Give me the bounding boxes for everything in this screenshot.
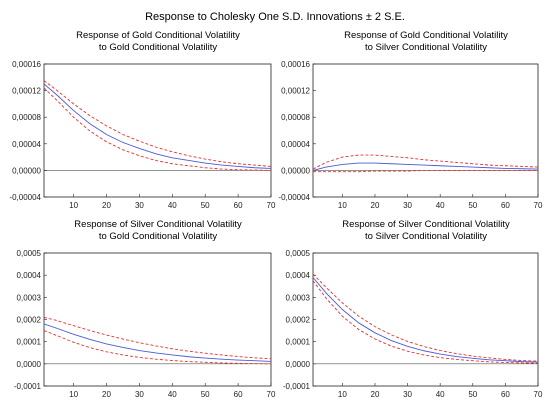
y-tick-label: 0,0005 [17, 249, 42, 258]
plot-frame [43, 252, 272, 387]
y-tick-label: 0,0004 [17, 271, 42, 280]
y-tick-label: 0,00004 [12, 140, 41, 149]
x-tick-label: 60 [234, 201, 243, 210]
lower-band-line [43, 330, 272, 365]
x-tick-label: 30 [403, 201, 412, 210]
response-line [43, 83, 272, 169]
lower-band-line [313, 169, 538, 173]
x-tick-label: 40 [168, 390, 177, 399]
x-tick-label: 10 [338, 201, 347, 210]
x-tick-label: 70 [267, 390, 276, 399]
upper-band-line [43, 316, 272, 360]
panel-title-line2: to Silver Conditional Volatility [365, 231, 487, 242]
x-tick-label: 40 [168, 201, 177, 210]
y-tick-label: 0,00016 [12, 60, 41, 69]
response-line [312, 162, 539, 171]
panel-title-line2: to Silver Conditional Volatility [365, 42, 487, 53]
y-tick-label: 0,0003 [286, 293, 311, 302]
upper-band-line [312, 273, 539, 362]
x-tick-label: 50 [201, 201, 210, 210]
panel-title-line1: Response of Gold Conditional Volatility [76, 30, 240, 41]
x-tick-label: 10 [69, 390, 78, 399]
y-tick-label: 0,0002 [17, 316, 42, 325]
y-tick-label: 0,00008 [12, 113, 41, 122]
y-tick-label: 0,00000 [12, 166, 41, 175]
x-tick-label: 70 [267, 201, 276, 210]
x-tick-label: 30 [135, 390, 144, 399]
y-tick-label: 0,00000 [281, 166, 310, 175]
y-tick-label: -0,00004 [9, 193, 41, 202]
y-tick-label: 0,0002 [286, 316, 311, 325]
y-tick-label: -0,0001 [283, 382, 311, 391]
x-tick-label: 10 [69, 201, 78, 210]
y-tick-label: 0,00004 [281, 140, 310, 149]
panel-title-line1: Response of Silver Conditional Volatilit… [342, 219, 510, 230]
y-tick-label: 0,00008 [281, 113, 310, 122]
y-tick-label: 0,0005 [286, 249, 311, 258]
x-tick-label: 30 [135, 201, 144, 210]
x-tick-label: 20 [371, 390, 380, 399]
lower-band-line [312, 280, 539, 364]
x-tick-label: 10 [338, 390, 347, 399]
y-tick-label: -0,00004 [278, 193, 310, 202]
figure-title: Response to Cholesky One S.D. Innovation… [145, 11, 405, 23]
lower-band-line [43, 87, 272, 171]
x-tick-label: 20 [102, 390, 111, 399]
y-tick-label: 0,00016 [281, 60, 310, 69]
y-tick-label: 0,0001 [17, 338, 42, 347]
x-tick-label: 60 [501, 201, 510, 210]
y-tick-label: 0,0000 [17, 360, 42, 369]
panel-title-line2: to Gold Conditional Volatility [99, 231, 218, 242]
upper-band-line [312, 154, 539, 170]
x-tick-label: 30 [403, 390, 412, 399]
plot-frame [43, 63, 272, 198]
y-tick-label: 0,00012 [12, 87, 41, 96]
y-tick-label: 0,0003 [17, 293, 42, 302]
x-tick-label: 50 [468, 201, 477, 210]
response-line [43, 323, 272, 362]
x-tick-label: 40 [436, 201, 445, 210]
x-tick-label: 40 [436, 390, 445, 399]
panel-title-line1: Response of Silver Conditional Volatilit… [74, 219, 242, 230]
x-tick-label: 70 [534, 201, 543, 210]
upper-band-line [43, 80, 272, 167]
x-tick-label: 20 [371, 201, 380, 210]
x-tick-label: 70 [534, 390, 543, 399]
x-tick-label: 50 [201, 390, 210, 399]
x-tick-label: 60 [501, 390, 510, 399]
x-tick-label: 50 [468, 390, 477, 399]
panel-title-line1: Response of Gold Conditional Volatility [344, 30, 508, 41]
y-tick-label: 0,0001 [286, 338, 311, 347]
plot-frame [312, 63, 539, 198]
y-tick-label: 0,0000 [286, 360, 311, 369]
y-tick-label: 0,00012 [281, 87, 310, 96]
x-tick-label: 60 [234, 390, 243, 399]
y-tick-label: -0,0001 [14, 382, 42, 391]
panel-title-line2: to Gold Conditional Volatility [99, 42, 218, 53]
response-line [312, 277, 539, 363]
y-tick-label: 0,0004 [286, 271, 311, 280]
x-tick-label: 20 [102, 201, 111, 210]
